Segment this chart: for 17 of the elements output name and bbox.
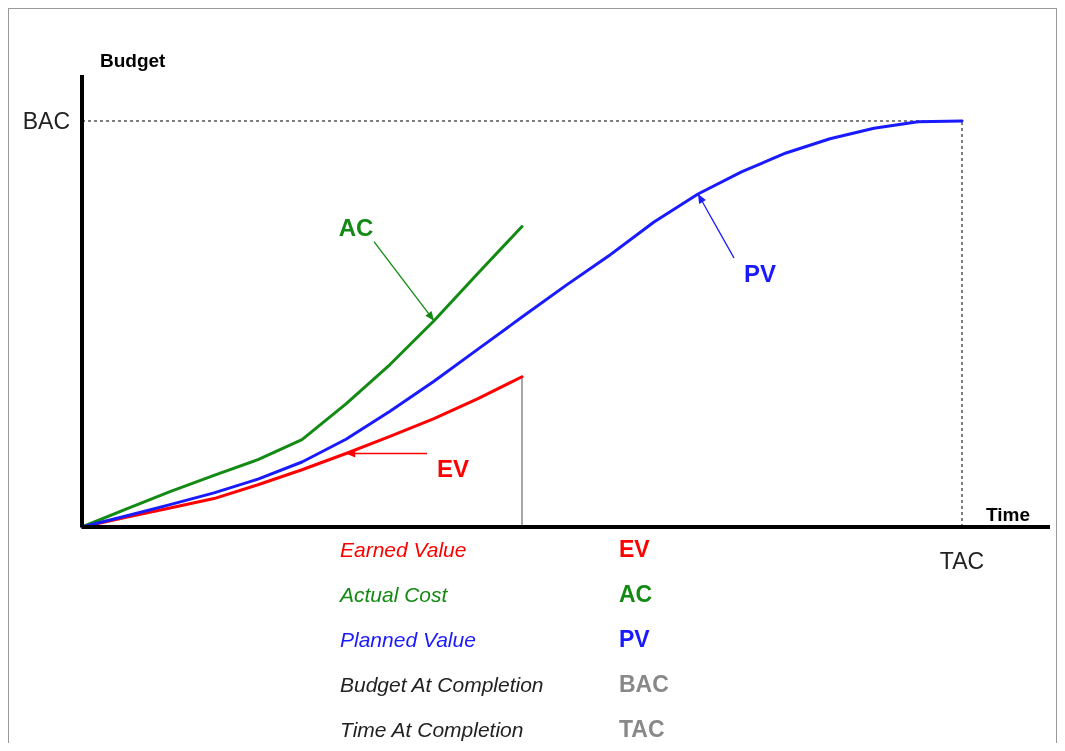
text: TAC — [939, 548, 985, 574]
annotation: EV — [436, 455, 470, 483]
text: Earned Value — [340, 538, 467, 561]
text: TAC — [619, 716, 665, 742]
annotation: AC — [338, 213, 374, 241]
y-axis-title: Budget — [100, 50, 167, 71]
ref-line-label: BAC — [22, 107, 70, 134]
text: BAC — [619, 671, 669, 697]
text: EV — [619, 536, 651, 562]
text: Planned Value — [340, 628, 476, 651]
text: Time At Completion — [340, 718, 524, 741]
text: PV — [619, 626, 651, 652]
annotation: PV — [743, 259, 777, 287]
text: AC — [619, 581, 653, 607]
text: Budget At Completion — [340, 673, 544, 696]
text: Actual Cost — [338, 583, 449, 606]
x-axis-title: Time — [985, 504, 1030, 525]
